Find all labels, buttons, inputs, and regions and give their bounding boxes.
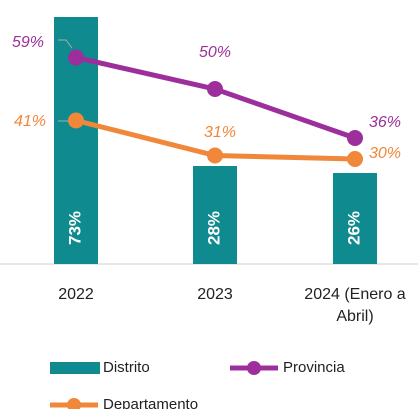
line-value-label: 59% <box>12 34 44 51</box>
legend-marker <box>67 398 81 409</box>
line-marker <box>347 130 363 146</box>
legend-swatch <box>50 362 100 374</box>
legend-marker <box>247 361 261 375</box>
legend-label: Provincia <box>283 359 345 376</box>
line-value-label: 36% <box>369 114 401 131</box>
bar-value-label: 26% <box>344 211 363 245</box>
x-tick-label: 2024 (Enero a Abril) <box>304 286 406 325</box>
x-tick-label: 2023 <box>197 286 233 303</box>
bar <box>333 173 377 264</box>
bar <box>193 166 237 264</box>
line-marker <box>207 81 223 97</box>
line-value-label: 30% <box>369 145 401 162</box>
line-value-label: 50% <box>199 44 231 61</box>
line-marker <box>347 151 363 167</box>
bar-value-label: 73% <box>65 211 84 245</box>
legend-label: Departamento <box>103 396 198 409</box>
line-marker <box>68 112 84 129</box>
x-tick-label: 2022 <box>58 286 94 303</box>
line-value-label: 41% <box>14 113 46 130</box>
legend-label: Distrito <box>103 359 150 376</box>
bar-value-label: 28% <box>204 211 223 245</box>
line-value-label: 31% <box>204 124 236 141</box>
line-marker <box>68 49 84 66</box>
leader-line <box>58 39 73 49</box>
line-marker <box>207 147 223 164</box>
